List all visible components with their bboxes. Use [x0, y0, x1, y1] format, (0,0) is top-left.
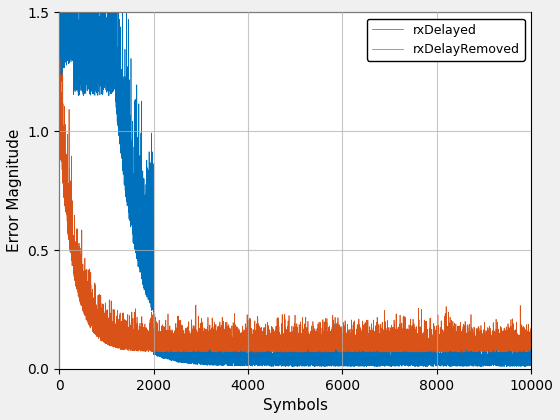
rxDelayed [528, 349, 534, 354]
rxDelayRemoved [528, 342, 534, 347]
rxDelayRemoved [212, 349, 219, 354]
rxDelayRemoved [287, 340, 293, 345]
rxDelayRemoved [56, 112, 63, 117]
rxDelayed [84, 72, 91, 77]
rxDelayed [58, 58, 65, 63]
rxDelayed [501, 364, 507, 369]
rxDelayRemoved [148, 346, 155, 351]
rxDelayed [57, 10, 63, 15]
rxDelayed [76, 81, 82, 87]
Legend: rxDelayed, rxDelayRemoved: rxDelayed, rxDelayRemoved [367, 19, 525, 61]
Line: rxDelayRemoved: rxDelayRemoved [59, 58, 531, 352]
rxDelayRemoved [58, 146, 65, 151]
rxDelayed [287, 359, 293, 364]
rxDelayRemoved [76, 276, 82, 281]
rxDelayed [148, 307, 155, 312]
Line: rxDelayed: rxDelayed [59, 13, 531, 366]
rxDelayed [56, 65, 63, 70]
Y-axis label: Error Magnitude: Error Magnitude [7, 129, 22, 252]
rxDelayRemoved [503, 331, 510, 336]
rxDelayed [503, 362, 510, 368]
rxDelayRemoved [84, 312, 91, 317]
X-axis label: Symbols: Symbols [263, 398, 328, 413]
rxDelayRemoved [57, 56, 63, 61]
